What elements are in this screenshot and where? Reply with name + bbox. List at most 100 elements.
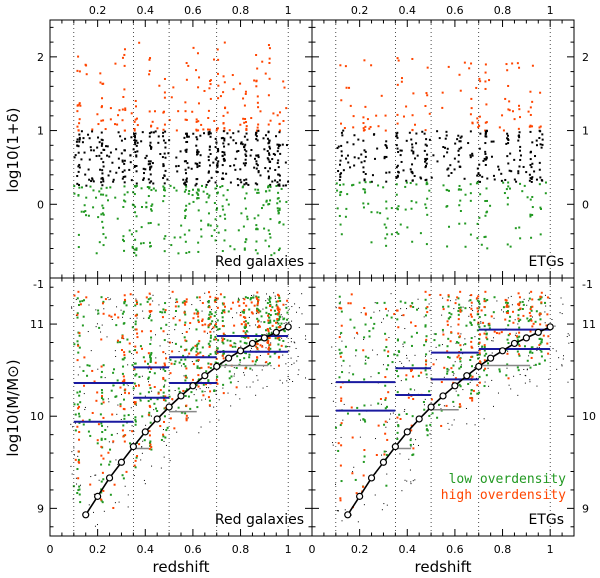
data-point	[547, 352, 550, 355]
data-point	[223, 337, 226, 340]
data-point	[423, 316, 425, 318]
data-point	[426, 311, 429, 314]
data-point	[507, 377, 510, 380]
data-point	[85, 73, 88, 76]
data-point	[457, 313, 460, 316]
data-point	[268, 47, 271, 50]
data-point	[542, 334, 545, 337]
data-point	[277, 356, 280, 359]
data-point	[89, 483, 92, 486]
data-point	[170, 297, 172, 299]
data-point	[124, 175, 127, 178]
data-point	[483, 354, 486, 357]
data-point	[164, 364, 167, 367]
data-point	[288, 350, 290, 352]
data-point	[133, 402, 136, 405]
data-point	[72, 426, 74, 428]
data-point	[205, 383, 208, 386]
data-point	[487, 323, 490, 326]
data-point	[277, 318, 280, 321]
data-point	[276, 202, 279, 205]
data-point	[504, 301, 507, 304]
data-point	[509, 152, 512, 155]
data-point	[250, 311, 253, 314]
data-point	[146, 186, 149, 189]
data-point	[396, 164, 399, 167]
data-point	[388, 337, 390, 339]
data-point	[267, 123, 270, 126]
data-point	[79, 300, 82, 303]
data-point	[469, 381, 471, 383]
tick-label: 0.8	[232, 543, 250, 556]
data-point	[133, 193, 136, 196]
data-point	[561, 364, 563, 366]
data-point	[162, 385, 165, 388]
data-point	[184, 374, 187, 377]
data-point	[118, 166, 121, 169]
data-point	[424, 143, 427, 146]
data-point	[123, 185, 126, 188]
data-point	[196, 366, 199, 369]
data-point	[127, 364, 129, 366]
data-point	[526, 368, 528, 370]
data-point	[204, 186, 207, 189]
data-point	[467, 382, 470, 385]
data-point	[529, 113, 532, 116]
data-point	[249, 154, 252, 157]
data-point	[500, 172, 503, 175]
data-point	[163, 311, 166, 314]
data-point	[352, 143, 355, 146]
data-point	[136, 301, 139, 304]
data-point	[510, 295, 512, 297]
data-point	[530, 356, 533, 359]
data-point	[100, 177, 103, 180]
data-point	[464, 343, 467, 346]
data-point	[396, 437, 398, 439]
data-point	[262, 137, 265, 140]
data-point	[342, 183, 345, 186]
data-point	[264, 134, 267, 137]
data-point	[340, 310, 343, 313]
data-point	[135, 298, 137, 300]
data-point	[240, 311, 242, 313]
data-point	[186, 135, 189, 138]
data-point	[441, 328, 444, 331]
data-point	[130, 233, 133, 236]
data-point	[160, 438, 163, 441]
data-point	[185, 414, 188, 417]
data-point	[425, 340, 428, 343]
data-point	[101, 204, 104, 207]
data-point	[134, 345, 137, 348]
mass-limit-marker	[498, 347, 507, 355]
data-point	[256, 252, 259, 255]
data-point	[411, 302, 414, 305]
data-point	[519, 145, 522, 148]
data-point	[511, 110, 514, 113]
data-point	[223, 151, 226, 154]
data-point	[144, 483, 146, 485]
data-point	[85, 296, 88, 299]
data-point	[270, 309, 273, 312]
data-point	[486, 338, 489, 341]
data-point	[121, 380, 124, 383]
data-point	[510, 388, 512, 390]
data-point	[156, 398, 159, 401]
data-point	[122, 235, 125, 238]
data-point	[471, 154, 474, 157]
data-point	[78, 138, 81, 141]
data-point	[519, 116, 522, 119]
data-point	[493, 296, 496, 299]
data-point	[74, 154, 77, 157]
data-point	[205, 183, 208, 186]
panel-label-top-right: ETGs	[528, 254, 564, 270]
data-point	[243, 121, 246, 124]
tick-label: 0.4	[399, 4, 417, 17]
data-point	[347, 302, 350, 305]
data-point	[222, 114, 225, 117]
data-point	[213, 390, 216, 393]
data-point	[405, 181, 408, 184]
data-point	[216, 162, 219, 165]
data-point	[178, 351, 180, 353]
data-point	[239, 314, 242, 317]
data-point	[103, 510, 105, 512]
